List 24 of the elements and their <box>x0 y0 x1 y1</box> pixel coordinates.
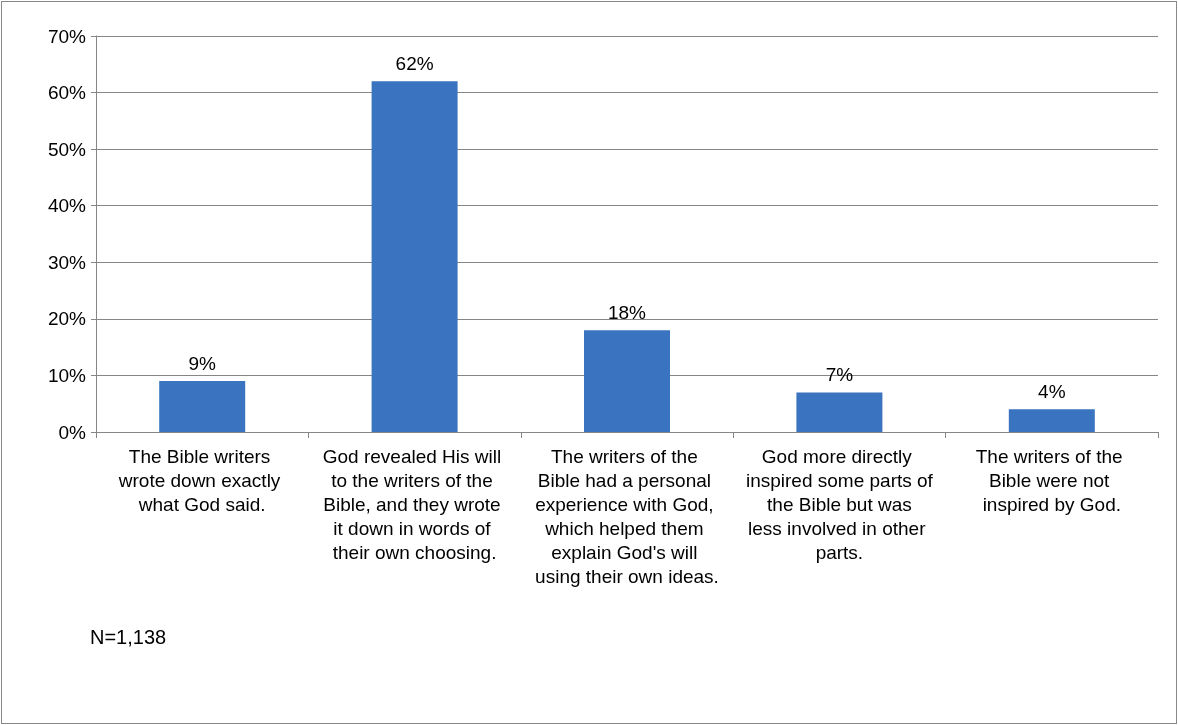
bar <box>796 392 883 432</box>
x-tick-label: The writers of the Bible had a personal experience with God, which helped them explain God's will using their own ideas. <box>535 445 719 587</box>
bar <box>584 330 670 432</box>
data-label: 9% <box>188 353 217 375</box>
data-label: 4% <box>1038 381 1066 403</box>
x-tick-label: The Bible writers wrote down exactly what God said. <box>117 445 286 515</box>
data-label: 7% <box>825 364 854 386</box>
bar <box>159 381 246 432</box>
y-tick-label: 30% <box>47 251 87 273</box>
x-tick-label: God more directly inspired some parts of the Bible but was less involved in other parts. <box>745 445 934 563</box>
x-tick-label: The writers of the Bible were not inspired by God. <box>975 445 1128 515</box>
x-tick-label: God revealed His will to the writers of the Bible, and they wrote it down in words of their own choosing. <box>322 445 507 563</box>
bar <box>1008 409 1095 432</box>
y-tick-label: 0% <box>58 421 87 443</box>
y-tick-label: 40% <box>47 195 87 217</box>
y-tick-label: 70% <box>47 25 87 47</box>
text: N=1,138 <box>90 626 167 648</box>
data-label: 18% <box>607 302 647 324</box>
data-label: 62% <box>395 53 434 75</box>
y-tick-label: 20% <box>47 308 87 330</box>
bar <box>371 81 458 432</box>
y-tick-label: 10% <box>47 364 87 386</box>
y-tick-label: 50% <box>47 138 87 160</box>
y-tick-label: 60% <box>47 82 87 104</box>
